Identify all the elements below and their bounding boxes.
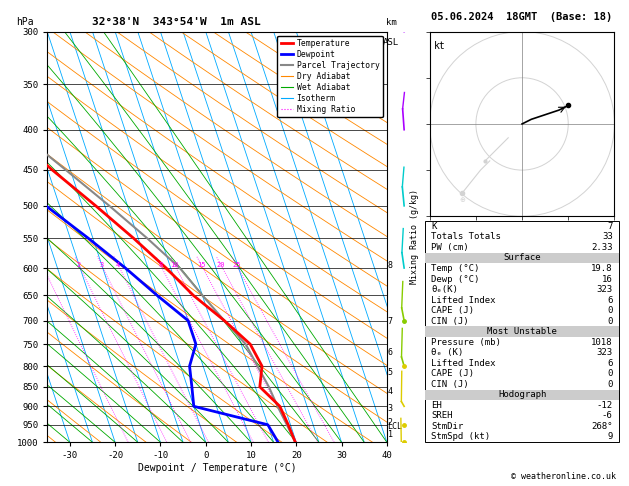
- Text: © weatheronline.co.uk: © weatheronline.co.uk: [511, 472, 616, 481]
- Text: Lifted Index: Lifted Index: [431, 359, 496, 368]
- Bar: [425, 390, 619, 400]
- Text: 16: 16: [602, 275, 613, 283]
- Text: 6: 6: [607, 295, 613, 305]
- Text: Dewp (°C): Dewp (°C): [431, 275, 480, 283]
- Text: Totals Totals: Totals Totals: [431, 232, 501, 242]
- Text: 6: 6: [387, 348, 392, 357]
- Text: 32°38'N  343°54'W  1m ASL: 32°38'N 343°54'W 1m ASL: [92, 17, 260, 28]
- Text: 10: 10: [170, 262, 179, 268]
- Text: Mixing Ratio (g/kg): Mixing Ratio (g/kg): [409, 190, 418, 284]
- Text: -12: -12: [596, 401, 613, 410]
- Text: 323: 323: [596, 285, 613, 294]
- Text: StmDir: StmDir: [431, 422, 464, 431]
- Text: 25: 25: [232, 262, 241, 268]
- Text: K: K: [431, 222, 437, 231]
- Text: 1018: 1018: [591, 338, 613, 347]
- Text: 268°: 268°: [591, 422, 613, 431]
- Text: kt: kt: [435, 41, 446, 51]
- Text: 2: 2: [387, 418, 392, 428]
- Text: 6: 6: [607, 359, 613, 368]
- Text: 1: 1: [387, 430, 392, 439]
- Text: SREH: SREH: [431, 412, 453, 420]
- Text: Surface: Surface: [503, 254, 541, 262]
- Text: 8: 8: [159, 262, 163, 268]
- Text: CAPE (J): CAPE (J): [431, 306, 474, 315]
- Text: 0: 0: [607, 317, 613, 326]
- Text: -6: -6: [602, 412, 613, 420]
- Bar: [425, 221, 619, 253]
- Text: θₑ (K): θₑ (K): [431, 348, 464, 357]
- Text: 5: 5: [387, 368, 392, 378]
- Text: Lifted Index: Lifted Index: [431, 295, 496, 305]
- Text: km: km: [386, 18, 396, 28]
- Text: 7: 7: [387, 316, 392, 326]
- Text: CIN (J): CIN (J): [431, 380, 469, 389]
- Text: 4: 4: [116, 262, 120, 268]
- Text: hPa: hPa: [16, 17, 34, 28]
- Text: 9: 9: [607, 433, 613, 441]
- Text: 15: 15: [197, 262, 206, 268]
- Text: Most Unstable: Most Unstable: [487, 327, 557, 336]
- Bar: [425, 390, 619, 442]
- Text: 33: 33: [602, 232, 613, 242]
- Text: 0: 0: [607, 306, 613, 315]
- Text: EH: EH: [431, 401, 442, 410]
- Text: 05.06.2024  18GMT  (Base: 18): 05.06.2024 18GMT (Base: 18): [431, 12, 613, 22]
- Text: ASL: ASL: [383, 38, 399, 47]
- Text: ⊕: ⊕: [459, 197, 465, 204]
- Text: 8: 8: [387, 260, 392, 270]
- Legend: Temperature, Dewpoint, Parcel Trajectory, Dry Adiabat, Wet Adiabat, Isotherm, Mi: Temperature, Dewpoint, Parcel Trajectory…: [277, 35, 383, 117]
- Text: 3: 3: [99, 262, 104, 268]
- Text: 3: 3: [387, 404, 392, 413]
- Bar: [425, 327, 619, 390]
- Text: 0: 0: [607, 380, 613, 389]
- Text: CIN (J): CIN (J): [431, 317, 469, 326]
- Text: 7: 7: [607, 222, 613, 231]
- Text: 2: 2: [77, 262, 81, 268]
- Bar: [425, 327, 619, 337]
- Text: Temp (°C): Temp (°C): [431, 264, 480, 273]
- Text: 20: 20: [217, 262, 225, 268]
- Text: 323: 323: [596, 348, 613, 357]
- Text: θₑ(K): θₑ(K): [431, 285, 459, 294]
- Bar: [425, 253, 619, 263]
- X-axis label: Dewpoint / Temperature (°C): Dewpoint / Temperature (°C): [138, 463, 296, 473]
- Text: 0: 0: [607, 369, 613, 378]
- Text: 4: 4: [387, 387, 392, 396]
- Text: Hodograph: Hodograph: [498, 390, 546, 399]
- Text: Pressure (mb): Pressure (mb): [431, 338, 501, 347]
- Text: 2.33: 2.33: [591, 243, 613, 252]
- Bar: [425, 253, 619, 327]
- Text: PW (cm): PW (cm): [431, 243, 469, 252]
- Text: CAPE (J): CAPE (J): [431, 369, 474, 378]
- Text: StmSpd (kt): StmSpd (kt): [431, 433, 491, 441]
- Text: 19.8: 19.8: [591, 264, 613, 273]
- Text: LCL: LCL: [387, 422, 403, 431]
